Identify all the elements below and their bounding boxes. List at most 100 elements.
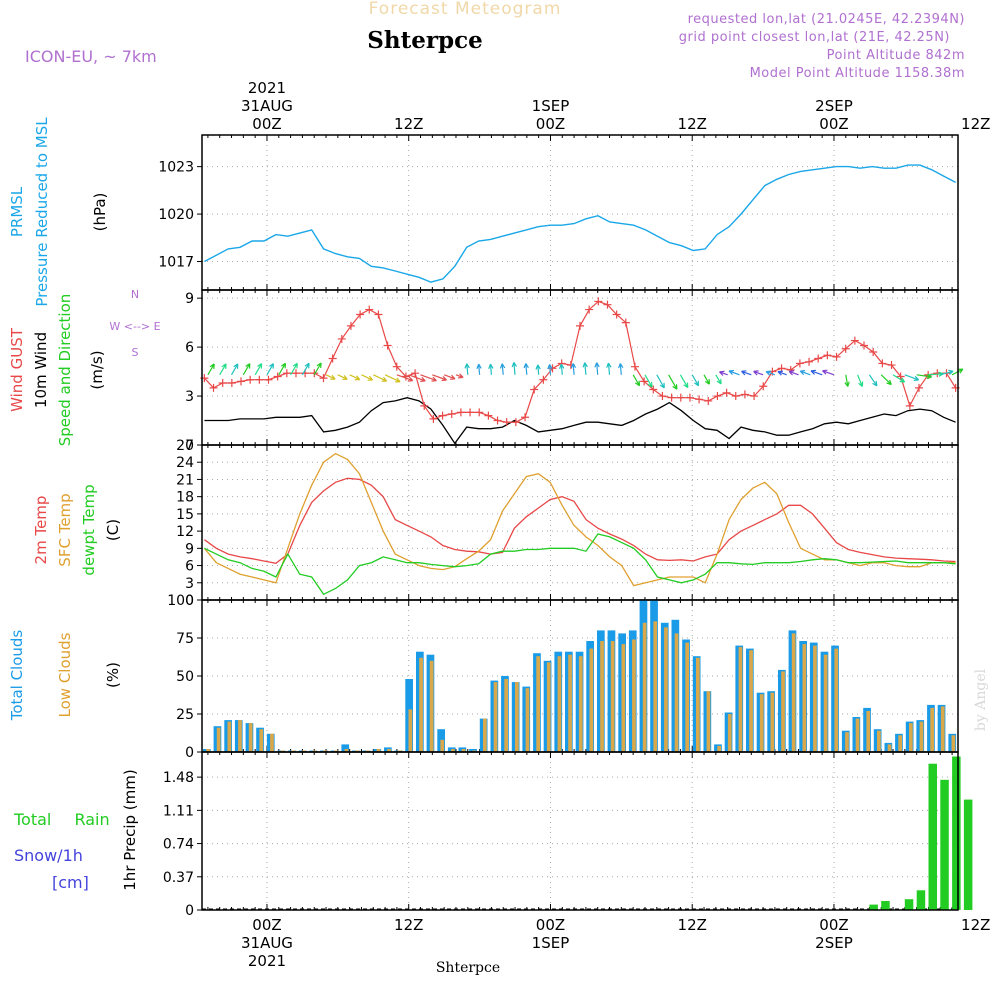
wind-arrow — [559, 363, 565, 375]
ytick-label: 18 — [176, 490, 194, 506]
clouds-panel: 0 25 50 75 100 — [167, 593, 959, 761]
top-axis-label: 12Z — [961, 115, 990, 133]
wind-arrow — [715, 374, 722, 385]
wind-arrow — [443, 374, 456, 380]
wind-arrow — [594, 362, 600, 375]
low-cloud-bar — [940, 706, 945, 752]
sfc-temp-label: SFC Temp — [56, 493, 74, 566]
dewpt-line — [204, 533, 956, 596]
low-cloud-bar — [451, 749, 455, 752]
low-cloud-bar — [248, 723, 253, 752]
ytick-label: 9 — [185, 541, 194, 557]
wind-arrow — [904, 374, 920, 381]
low-cloud-bar — [546, 662, 551, 752]
rain-bar — [904, 899, 914, 910]
rain-bar — [881, 901, 890, 910]
temp-ylabels: 2m Temp SFC Temp dewpt Temp (C) — [32, 484, 122, 575]
ytick-label: 75 — [176, 631, 194, 647]
panel-frame — [201, 444, 959, 601]
low-cloud-bar — [727, 714, 732, 752]
total-cloud-bar — [341, 744, 350, 752]
watermark: by Angel — [973, 668, 989, 731]
low-cloud-bar — [674, 633, 679, 752]
gust-marker — [456, 408, 465, 417]
gust-marker — [649, 385, 658, 394]
ytick-label: 0 — [185, 593, 194, 609]
low-cloud-bar — [206, 749, 210, 752]
low-cloud-bar — [717, 745, 721, 752]
wind-arrow — [242, 363, 251, 376]
low-cloud-bar — [557, 656, 562, 752]
wind-arrow — [384, 374, 401, 383]
gust-marker — [447, 410, 456, 418]
low-cloud-bar — [845, 732, 849, 752]
gust-marker — [346, 321, 355, 330]
wind-arrow — [644, 374, 653, 388]
wind-arrow — [219, 363, 227, 376]
wind-arrow — [810, 369, 823, 376]
wind-arrow — [301, 362, 310, 376]
gust-marker — [823, 351, 832, 360]
gust-marker — [795, 359, 804, 368]
ytick-label: 24 — [176, 455, 194, 471]
top-axis-label: 2SEP — [815, 97, 853, 115]
wind-arrow — [499, 363, 506, 375]
wind-arrow — [266, 363, 274, 376]
rain-bar — [963, 799, 973, 910]
low-cloud-bar — [877, 730, 881, 752]
wind-arrow — [668, 374, 678, 390]
ytick-label: 9 — [185, 291, 194, 307]
low-cloud-bar — [749, 650, 753, 752]
low-cloud-bar — [440, 739, 445, 752]
gust-marker — [805, 357, 814, 366]
low-cloud-bar — [759, 694, 764, 752]
snow-label: Snow/1h — [14, 846, 83, 865]
bottom-axis-label: 12Z — [961, 916, 990, 934]
wind-arrow — [880, 374, 892, 386]
gust-marker — [731, 392, 740, 401]
low-cloud-bar — [642, 622, 647, 752]
ytick-label: 50 — [176, 669, 194, 685]
ytick-label: 15 — [176, 507, 194, 523]
wind-arrow — [753, 370, 764, 376]
wind-arrow — [857, 374, 864, 387]
wind-arrow — [606, 362, 612, 375]
gust-marker — [255, 375, 264, 384]
gust-marker — [310, 369, 319, 378]
gust-marker — [420, 401, 429, 410]
gust-marker — [273, 372, 282, 381]
ytick-label: 3 — [185, 389, 194, 405]
wind10m-line — [204, 397, 956, 445]
gust-marker — [484, 411, 493, 420]
wind-arrow — [408, 374, 426, 382]
gust-marker — [685, 393, 694, 402]
compass-we: W <--> E — [109, 320, 160, 333]
gust-marker — [850, 336, 859, 345]
bottom-axis-label: 12Z — [394, 916, 423, 934]
wind-arrow — [788, 370, 799, 376]
bottom-axis-label: 2SEP — [815, 934, 853, 952]
ytick-label: 1017 — [158, 255, 194, 271]
low-cloud-bar — [493, 682, 498, 752]
gust-marker — [209, 383, 218, 392]
low-cloud-bar — [781, 671, 785, 752]
low-cloud-bar — [387, 749, 391, 752]
ytick-label: 3 — [185, 576, 194, 592]
location-title: Shterpce — [367, 27, 482, 54]
gust-marker — [750, 392, 759, 401]
wind-arrow — [464, 363, 470, 375]
top-axis-label: 31AUG — [241, 97, 293, 115]
gust-marker — [466, 408, 475, 417]
gust-marker — [337, 334, 346, 343]
percent-label: (%) — [104, 662, 122, 688]
pressure-ylabels: PRMSL Pressure Reduced to MSL (hPa) — [8, 117, 109, 307]
dewpt-label: dewpt Temp — [80, 484, 98, 575]
gust-marker — [658, 392, 667, 401]
ytick-label: 1023 — [158, 160, 194, 176]
top-axis-label: 1SEP — [532, 97, 570, 115]
gust-marker — [603, 300, 612, 309]
footer-location: Shterpce — [436, 960, 500, 976]
